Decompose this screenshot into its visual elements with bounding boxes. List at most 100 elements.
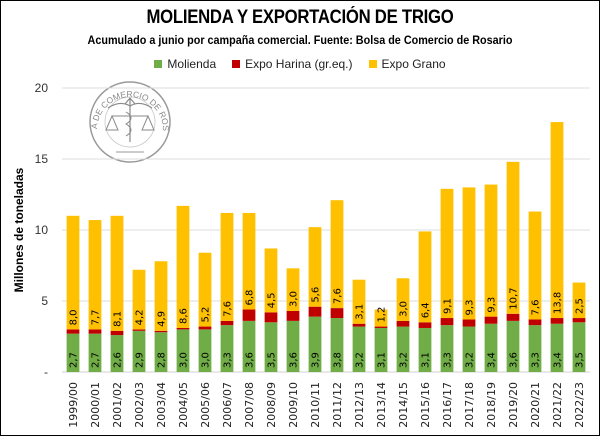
bar-expo-grano	[506, 161, 520, 314]
data-label: 3,1	[421, 352, 432, 368]
data-label: 6,4	[421, 302, 432, 318]
bar-expo-harina-gr-eq	[88, 329, 102, 334]
data-label: 3,6	[289, 352, 300, 368]
legend-item-expo-harina: Expo Harina (gr.eq.)	[232, 57, 353, 71]
bar-expo-harina-gr-eq	[110, 330, 124, 336]
y-tick-label: 20	[35, 81, 49, 95]
bar-expo-grano	[374, 309, 388, 327]
x-tick-label: 2003/04	[155, 382, 168, 428]
legend-swatch-expo-grano	[368, 60, 377, 68]
bar-expo-harina-gr-eq	[154, 330, 168, 333]
bar-molienda	[308, 316, 322, 372]
bar-expo-harina-gr-eq	[440, 318, 454, 326]
bar-expo-harina-gr-eq	[330, 308, 344, 319]
data-label: 3,5	[267, 352, 278, 368]
bar-molienda	[484, 323, 498, 372]
bar-molienda	[550, 323, 564, 372]
gridlines	[62, 87, 590, 373]
bar-molienda	[418, 327, 432, 372]
bar-expo-harina-gr-eq	[264, 312, 278, 323]
x-tick-label: 2017/18	[463, 382, 476, 428]
bar-expo-grano	[132, 269, 146, 330]
bar-molienda	[572, 322, 586, 372]
bar-expo-grano	[572, 282, 586, 319]
bar-expo-harina-gr-eq	[528, 319, 542, 326]
x-tick-label: 2013/14	[375, 382, 388, 428]
y-tick-label: 15	[35, 152, 49, 166]
legend-label-expo-harina: Expo Harina (gr.eq.)	[245, 57, 353, 71]
data-label: 3,0	[201, 352, 212, 368]
x-tick-label: 2000/01	[89, 382, 102, 428]
bar-expo-grano	[330, 200, 344, 309]
bar-expo-harina-gr-eq	[220, 320, 234, 326]
bar-expo-grano	[154, 261, 168, 331]
data-label: 3,2	[399, 352, 410, 368]
data-label: 3,1	[377, 352, 388, 368]
data-label: 2,5	[575, 298, 586, 314]
x-tick-label: 2020/21	[529, 382, 542, 428]
bar-expo-grano	[220, 212, 234, 321]
bar-expo-grano	[176, 205, 190, 328]
bar-molienda	[506, 320, 520, 372]
bar-molienda	[462, 326, 476, 372]
data-label: 7,7	[91, 309, 102, 325]
bar-molienda	[528, 325, 542, 372]
bar-molienda	[242, 320, 256, 372]
data-label: 7,6	[531, 300, 542, 316]
data-label: 3,2	[465, 352, 476, 368]
bar-expo-harina-gr-eq	[352, 323, 366, 327]
y-tick-label: 10	[35, 223, 49, 237]
bar-molienda	[330, 318, 344, 372]
bar-expo-harina-gr-eq	[572, 318, 586, 323]
bar-molienda	[374, 327, 388, 372]
data-label: 3,0	[399, 301, 410, 317]
data-label: 3,4	[553, 352, 564, 368]
legend: Molienda Expo Harina (gr.eq.) Expo Grano	[0, 57, 600, 71]
bar-molienda	[352, 326, 366, 372]
y-axis-ticks: - 5 10 15 20	[35, 81, 49, 379]
bar-expo-grano	[110, 215, 124, 331]
bar-expo-grano	[88, 220, 102, 330]
data-label: 3,2	[355, 352, 366, 368]
serpent-icon	[125, 111, 132, 137]
data-label: 2,6	[113, 352, 124, 368]
data-label: 9,3	[465, 300, 476, 316]
data-label: 3,6	[509, 352, 520, 368]
data-label: 3,6	[245, 352, 256, 368]
data-label: 6,8	[245, 290, 256, 306]
data-label: 9,3	[487, 297, 498, 313]
bar-molienda	[110, 335, 124, 372]
data-label: 3,0	[289, 291, 300, 307]
bar-molienda	[286, 320, 300, 372]
y-axis-label: Millones de toneladas	[12, 167, 26, 292]
legend-item-expo-grano: Expo Grano	[368, 57, 446, 71]
data-label: 3,8	[333, 352, 344, 368]
x-tick-label: 2014/15	[397, 382, 410, 428]
bar-expo-harina-gr-eq	[374, 326, 388, 328]
x-axis-ticks: 1999/00 2000/01 2001/02 2002/03 2003/04 2004/…	[67, 382, 586, 428]
data-label: 10,7	[509, 288, 520, 310]
data-label: 2,9	[135, 352, 146, 368]
x-tick-label: 2021/22	[551, 382, 564, 428]
bar-expo-grano	[550, 122, 564, 319]
bar-expo-grano	[396, 278, 410, 321]
bar-molienda	[88, 333, 102, 372]
data-label: 9,1	[443, 298, 454, 314]
bar-molienda	[440, 325, 454, 372]
legend-label-expo-grano: Expo Grano	[381, 57, 446, 71]
bars	[66, 122, 586, 372]
x-tick-label: 2016/17	[441, 382, 454, 428]
bar-molienda	[396, 326, 410, 372]
bar-expo-harina-gr-eq	[484, 316, 498, 324]
x-tick-label: 2019/20	[507, 382, 520, 428]
data-label: 3,3	[223, 352, 234, 368]
x-tick-label: 2012/13	[353, 382, 366, 428]
x-tick-label: 2007/08	[243, 382, 256, 428]
bar-molienda	[220, 325, 234, 372]
logo-outer-ring	[89, 81, 171, 163]
bar-expo-harina-gr-eq	[308, 306, 322, 317]
x-tick-label: 2022/23	[573, 382, 586, 428]
bar-expo-grano	[198, 252, 212, 327]
x-tick-label: 2018/19	[485, 382, 498, 428]
bar-expo-grano	[528, 211, 542, 320]
